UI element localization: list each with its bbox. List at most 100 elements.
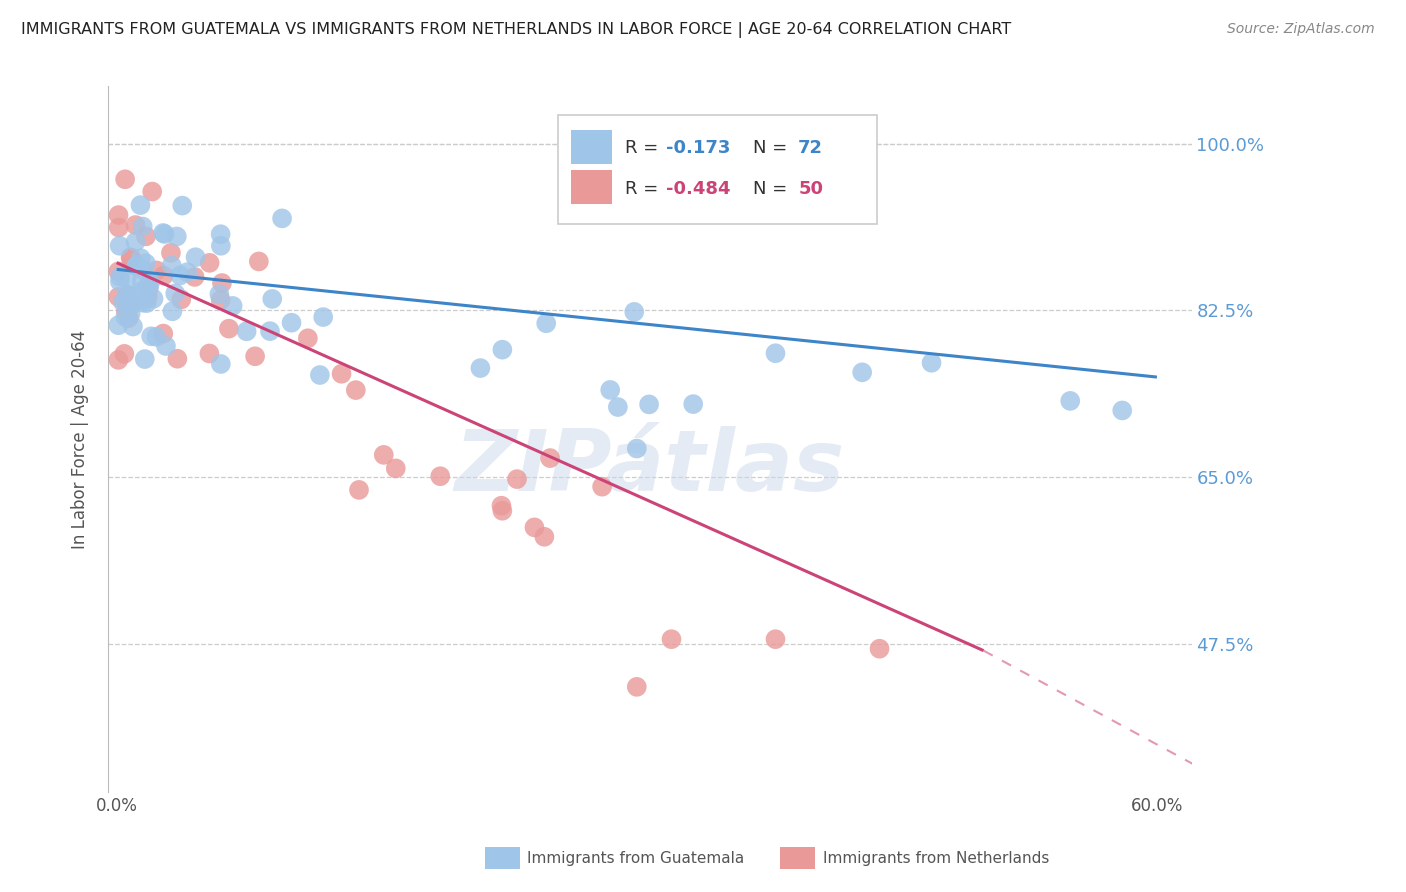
Point bbox=[134, 352, 156, 367]
Point bbox=[373, 448, 395, 462]
Point bbox=[491, 499, 513, 513]
Point bbox=[128, 285, 150, 299]
Text: R =: R = bbox=[624, 179, 664, 198]
Point bbox=[384, 461, 406, 475]
Point bbox=[114, 172, 136, 186]
Point bbox=[1059, 393, 1081, 408]
Point bbox=[235, 324, 257, 338]
Point bbox=[172, 198, 194, 212]
Text: 72: 72 bbox=[799, 139, 824, 157]
Text: N =: N = bbox=[752, 179, 793, 198]
Point bbox=[107, 318, 129, 333]
Point bbox=[115, 271, 138, 285]
Point bbox=[198, 346, 221, 360]
Point bbox=[211, 276, 233, 290]
Point bbox=[120, 298, 142, 312]
Point bbox=[114, 310, 136, 324]
Point bbox=[138, 282, 160, 296]
Point bbox=[155, 339, 177, 353]
Point bbox=[125, 259, 148, 273]
Point bbox=[176, 265, 198, 279]
Point bbox=[599, 383, 621, 397]
Text: IMMIGRANTS FROM GUATEMALA VS IMMIGRANTS FROM NETHERLANDS IN LABOR FORCE | AGE 20: IMMIGRANTS FROM GUATEMALA VS IMMIGRANTS … bbox=[21, 22, 1011, 38]
Point bbox=[209, 293, 232, 307]
Point bbox=[107, 220, 129, 235]
Point bbox=[108, 239, 131, 253]
Point bbox=[221, 299, 243, 313]
FancyBboxPatch shape bbox=[558, 114, 877, 224]
Text: Immigrants from Guatemala: Immigrants from Guatemala bbox=[527, 851, 745, 865]
Point bbox=[682, 397, 704, 411]
Point bbox=[107, 290, 129, 304]
Point bbox=[132, 219, 155, 234]
Point bbox=[506, 472, 529, 486]
Point bbox=[131, 274, 153, 288]
Point bbox=[1111, 403, 1133, 417]
Text: N =: N = bbox=[752, 139, 793, 157]
Text: ZIPátlas: ZIPátlas bbox=[454, 425, 845, 508]
Point bbox=[606, 400, 628, 414]
Point bbox=[108, 269, 131, 284]
Point bbox=[135, 229, 157, 244]
Point bbox=[118, 296, 141, 310]
Point bbox=[152, 268, 174, 283]
Point bbox=[138, 280, 160, 294]
Text: R =: R = bbox=[624, 139, 664, 157]
Point bbox=[626, 442, 648, 456]
Point bbox=[135, 280, 157, 294]
Point bbox=[108, 275, 131, 289]
Point bbox=[135, 296, 157, 310]
Point bbox=[166, 229, 188, 244]
Point bbox=[330, 367, 353, 381]
FancyBboxPatch shape bbox=[571, 170, 612, 204]
Point bbox=[129, 198, 152, 212]
Point bbox=[765, 632, 787, 647]
Point bbox=[262, 292, 284, 306]
Point bbox=[218, 321, 240, 335]
Point bbox=[765, 346, 787, 360]
Point bbox=[153, 227, 176, 241]
Point bbox=[470, 361, 492, 376]
Point bbox=[111, 295, 134, 310]
Point bbox=[183, 269, 205, 284]
FancyBboxPatch shape bbox=[571, 130, 612, 164]
Point bbox=[534, 316, 557, 330]
Point bbox=[491, 504, 513, 518]
Point bbox=[136, 290, 159, 304]
Point bbox=[661, 632, 683, 647]
Point bbox=[120, 250, 142, 264]
Point bbox=[135, 256, 157, 270]
Point bbox=[120, 289, 142, 303]
Point bbox=[170, 293, 193, 307]
Y-axis label: In Labor Force | Age 20-64: In Labor Force | Age 20-64 bbox=[72, 329, 89, 549]
Point bbox=[591, 480, 613, 494]
Point bbox=[160, 259, 183, 273]
Point bbox=[208, 287, 231, 301]
Point bbox=[152, 326, 174, 341]
Point bbox=[160, 245, 183, 260]
Point bbox=[259, 324, 281, 338]
Point bbox=[132, 295, 155, 310]
Point bbox=[132, 263, 155, 277]
Point bbox=[166, 351, 188, 366]
Point bbox=[139, 329, 162, 343]
Point bbox=[125, 260, 148, 274]
Point bbox=[921, 356, 943, 370]
Point bbox=[132, 293, 155, 307]
Point bbox=[280, 316, 302, 330]
Point bbox=[129, 251, 152, 265]
Point bbox=[169, 268, 191, 283]
Point bbox=[120, 252, 142, 266]
Point bbox=[243, 349, 266, 363]
Point bbox=[152, 226, 174, 240]
Point bbox=[623, 305, 645, 319]
Point bbox=[142, 292, 165, 306]
Point bbox=[347, 483, 370, 497]
Point bbox=[107, 352, 129, 367]
Point bbox=[162, 304, 184, 318]
Point bbox=[309, 368, 332, 382]
Point bbox=[120, 307, 142, 321]
Point bbox=[165, 286, 187, 301]
Point bbox=[851, 365, 873, 379]
Point bbox=[122, 319, 145, 334]
